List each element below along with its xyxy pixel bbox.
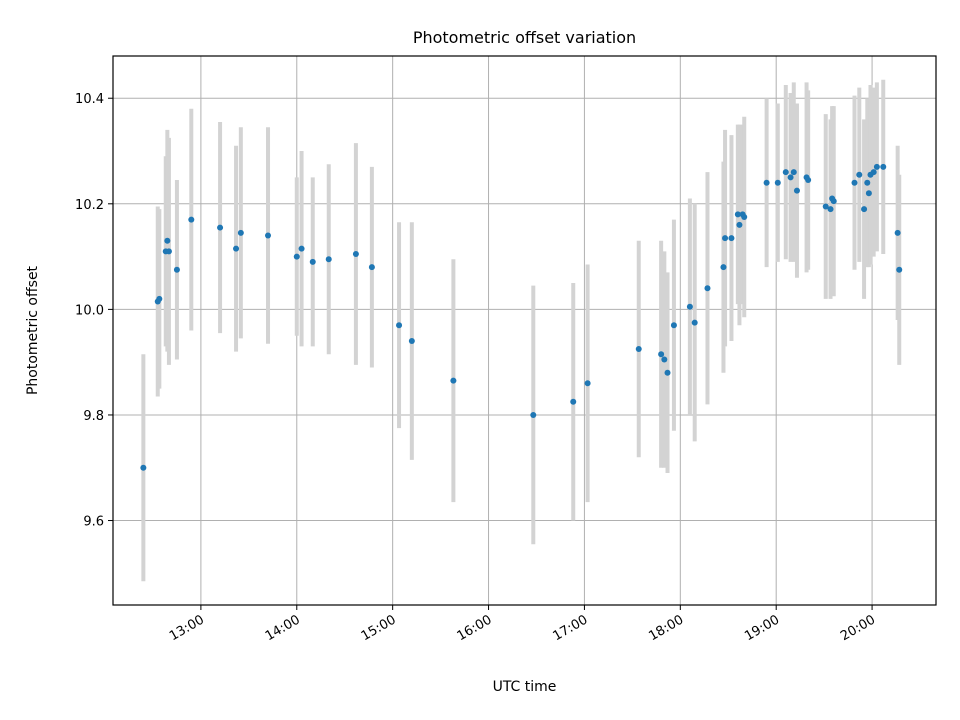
y-tick-label: 10.4 xyxy=(75,92,104,107)
data-point xyxy=(691,319,698,326)
data-point xyxy=(530,411,537,418)
data-point xyxy=(805,177,812,184)
y-tick-label: 9.6 xyxy=(83,515,104,530)
data-point xyxy=(720,264,727,271)
data-point xyxy=(741,214,748,221)
data-point xyxy=(782,169,789,176)
data-point xyxy=(237,229,244,236)
data-point xyxy=(774,179,781,186)
plot-frame xyxy=(112,55,937,606)
data-point xyxy=(396,322,403,329)
data-point xyxy=(156,295,163,302)
gridlines xyxy=(113,56,936,605)
data-point xyxy=(728,235,735,242)
data-point xyxy=(140,464,147,471)
data-point xyxy=(880,163,887,170)
data-point xyxy=(664,369,671,376)
data-point xyxy=(188,216,195,223)
data-point xyxy=(896,266,903,273)
data-point xyxy=(851,179,858,186)
data-point xyxy=(368,264,375,271)
y-tick-label: 10.0 xyxy=(75,303,104,318)
y-tick-label: 9.8 xyxy=(83,409,104,424)
data-point xyxy=(894,229,901,236)
data-points xyxy=(140,163,903,471)
data-point xyxy=(635,345,642,352)
data-point xyxy=(686,303,693,310)
data-point xyxy=(790,169,797,176)
data-point xyxy=(298,245,305,252)
data-point xyxy=(165,248,172,255)
data-point xyxy=(873,163,880,170)
data-point xyxy=(861,206,868,213)
data-point xyxy=(293,253,300,260)
data-point xyxy=(309,258,316,265)
data-point xyxy=(793,187,800,194)
y-axis-ticks: 9.6 9.8 10.0 10.2 10.4 xyxy=(75,92,113,530)
data-point xyxy=(670,322,677,329)
data-point xyxy=(325,256,332,263)
data-point xyxy=(763,179,770,186)
data-point xyxy=(736,221,743,228)
data-point xyxy=(830,198,837,205)
data-point xyxy=(864,179,871,186)
data-point xyxy=(856,171,863,178)
data-point xyxy=(584,380,591,387)
data-point xyxy=(233,245,240,252)
data-point xyxy=(827,206,834,213)
data-point xyxy=(734,211,741,218)
data-point xyxy=(450,377,457,384)
data-point xyxy=(164,237,171,244)
data-point xyxy=(822,203,829,210)
data-point xyxy=(217,224,224,231)
data-point xyxy=(570,398,577,405)
data-point xyxy=(722,235,729,242)
data-point xyxy=(658,351,665,358)
y-tick-label: 10.2 xyxy=(75,198,104,213)
data-point xyxy=(408,338,415,345)
data-point xyxy=(865,190,872,197)
data-point xyxy=(352,250,359,257)
x-axis-label: UTC time xyxy=(493,679,557,695)
data-point xyxy=(704,285,711,292)
data-point xyxy=(661,356,668,363)
data-point xyxy=(787,174,794,181)
data-point xyxy=(173,266,180,273)
data-point xyxy=(265,232,272,239)
chart-title: Photometric offset variation xyxy=(413,28,636,47)
data-point xyxy=(870,169,877,176)
y-axis-label: Photometric offset xyxy=(25,265,41,395)
